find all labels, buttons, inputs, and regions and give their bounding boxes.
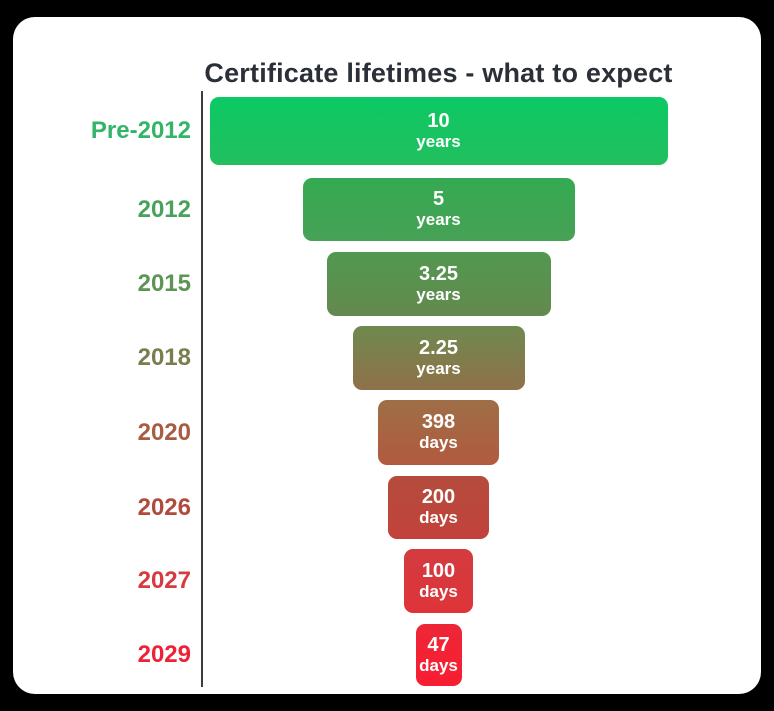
bar-value: 3.25 <box>419 262 458 285</box>
category-label-2026: 2026 <box>137 493 191 521</box>
bar-value: 100 <box>421 559 456 582</box>
bar-unit: days <box>419 508 458 528</box>
bar-unit: days <box>419 655 458 675</box>
bar-unit: years <box>416 284 461 304</box>
funnel-bar-2018: 2.25 years <box>352 326 525 390</box>
chart-title: Certificate lifetimes - what to expect <box>204 58 673 88</box>
category-label-2027: 2027 <box>137 567 191 594</box>
bar-unit: years <box>416 131 461 151</box>
bar-value: 47 <box>427 633 450 656</box>
bar-unit: years <box>416 210 461 230</box>
bar-unit: days <box>419 581 458 601</box>
category-label-2012: 2012 <box>137 195 191 223</box>
funnel-bar-2029: 47 days <box>415 624 462 686</box>
funnel-bar-2027: 100 days <box>404 549 473 613</box>
y-axis-line <box>201 91 203 687</box>
funnel-bar-2012: 5 years <box>302 178 575 241</box>
bar-unit: days <box>419 433 458 453</box>
bar-value: 398 <box>421 411 456 434</box>
category-label-2015: 2015 <box>137 270 191 297</box>
category-label-2020: 2020 <box>137 418 191 446</box>
bar-value: 5 <box>432 188 445 211</box>
bar-value: 200 <box>421 486 456 509</box>
bar-value: 2.25 <box>419 336 458 359</box>
bar-unit: years <box>416 358 461 378</box>
category-label-pre-2012: Pre-2012 <box>90 117 191 144</box>
category-label-2029: 2029 <box>137 641 191 668</box>
bar-value: 10 <box>427 109 450 132</box>
funnel-bar-2026: 200 days <box>388 476 489 539</box>
funnel-bar-2020: 398 days <box>378 400 499 465</box>
chart-card: Certificate lifetimes - what to expect P… <box>13 17 761 694</box>
category-label-2018: 2018 <box>137 344 191 371</box>
funnel-bar-pre-2012: 10 years <box>209 97 668 165</box>
funnel-bar-2015: 3.25 years <box>326 252 551 316</box>
